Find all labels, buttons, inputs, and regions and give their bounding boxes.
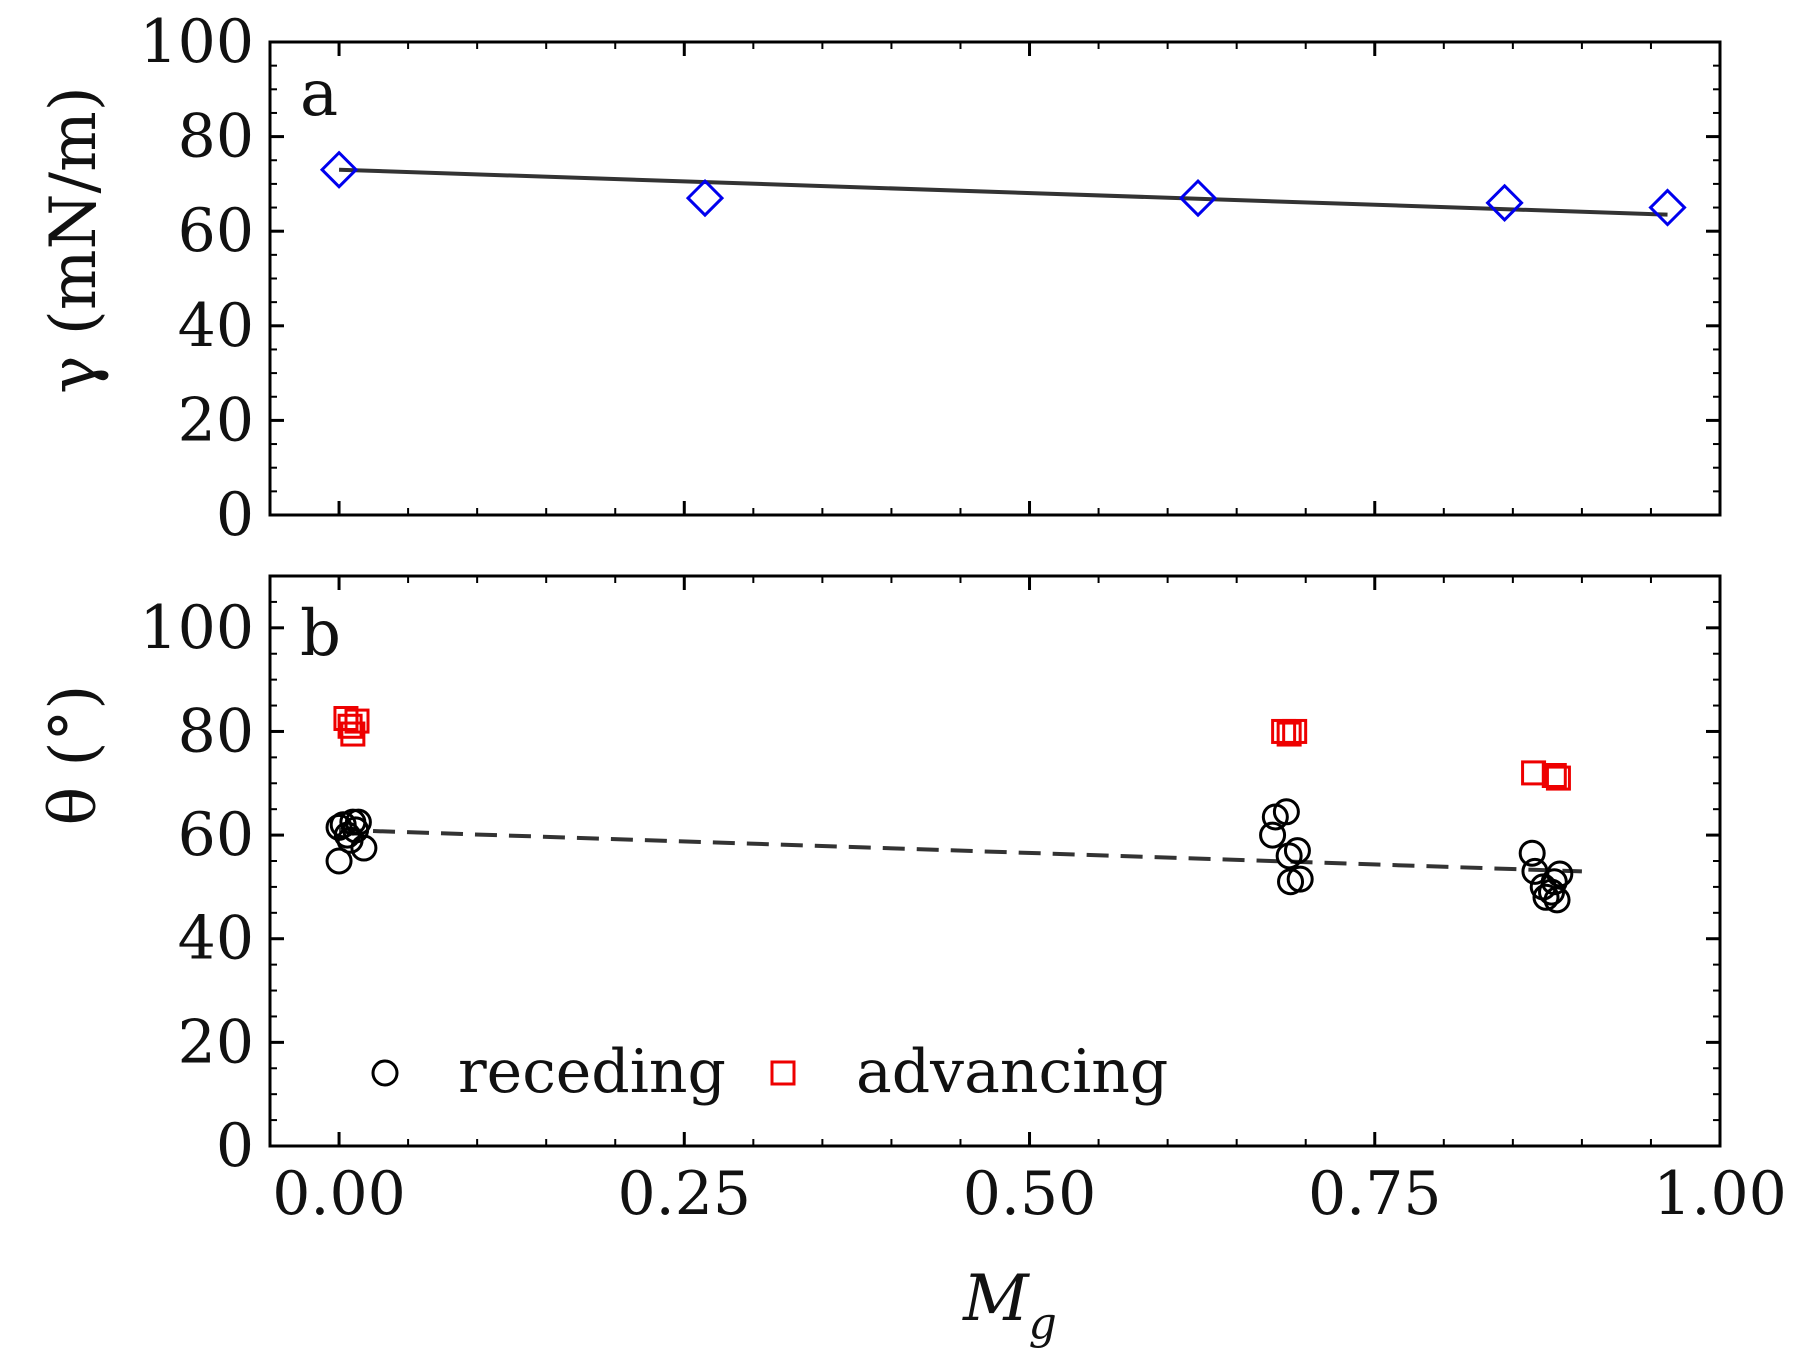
x-ticks-a [337, 42, 1722, 515]
y-tick-label: 60 [178, 800, 254, 870]
receding-marker [1283, 837, 1311, 865]
fit-line [338, 827, 1582, 874]
x-tick-label: 0.25 [617, 1159, 751, 1229]
receding-marker [344, 808, 372, 836]
receding-marker [325, 847, 353, 875]
x-tick-label: 1.00 [1653, 1159, 1787, 1229]
panel-b: 0 20 40 60 80 100 0.00 0.25 0.50 0.75 1.00 b θ (°… [37, 574, 1787, 1349]
receding-marker [1540, 868, 1568, 896]
diamond-marker [685, 178, 725, 218]
advancing-marker [337, 713, 363, 739]
legend-marker-receding [371, 1059, 399, 1087]
panel-label-a: a [300, 57, 338, 131]
receding-marker [1532, 883, 1560, 911]
legend-label-receding: receding [458, 1037, 726, 1107]
advancing-marker [1276, 721, 1302, 747]
y-tick-label: 80 [178, 102, 254, 172]
advancing-marker [1521, 760, 1547, 786]
y-tick-label: 0 [216, 480, 254, 550]
y-tick-label: 80 [178, 696, 254, 766]
receding-marker [1543, 886, 1571, 914]
y-tick-label: 20 [178, 385, 254, 455]
diamond-marker [319, 150, 359, 189]
advancing-marker [1545, 765, 1571, 791]
y-tick-label: 60 [178, 196, 254, 266]
advancing-marker [344, 708, 370, 734]
data-points-b [325, 706, 1574, 914]
panel-a: 0 20 40 60 80 100 a γ (mN/m) [37, 7, 1722, 550]
y-tick-label: 20 [178, 1007, 254, 1077]
panel-label-b: b [300, 597, 341, 671]
diamond-marker [1178, 178, 1218, 218]
y-tick-label: 0 [216, 1111, 254, 1181]
y-ticks-b: 0 20 40 60 80 100 [139, 593, 1720, 1181]
x-tick-label: 0.50 [963, 1159, 1097, 1229]
minor-ticks-a [269, 42, 1720, 515]
legend-label-advancing: advancing [856, 1037, 1168, 1107]
y-tick-label: 100 [139, 593, 254, 663]
fit-line [338, 167, 1668, 217]
receding-marker [1275, 842, 1303, 870]
advancing-marker [340, 721, 366, 747]
receding-marker [1286, 865, 1314, 893]
diamond-marker [1485, 183, 1524, 222]
receding-marker [1546, 860, 1574, 888]
x-axis-title: Mg [962, 1262, 1057, 1349]
advancing-marker [1282, 718, 1308, 744]
fit-line-a [338, 167, 1668, 217]
y-axis-title-a: γ (mN/m) [37, 86, 111, 393]
y-ticks-a: 0 20 40 60 80 100 [139, 7, 1720, 550]
receding-marker [1538, 878, 1566, 906]
fit-line-b [338, 827, 1582, 874]
x-axis-title-subscript: g [1029, 1298, 1057, 1349]
legend-marker-advancing [770, 1060, 796, 1086]
receding-marker [1518, 839, 1546, 867]
receding-marker [1259, 821, 1287, 849]
diamond-marker [1648, 188, 1687, 227]
y-tick-label: 40 [178, 291, 254, 361]
receding-marker [1272, 798, 1300, 826]
x-tick-label: 0.00 [272, 1159, 406, 1229]
x-tick-label: 0.75 [1308, 1159, 1442, 1229]
advancing-marker [1541, 763, 1567, 788]
legend: receding advancing [371, 1037, 1168, 1107]
data-points-a [319, 150, 1687, 227]
y-tick-label: 100 [139, 7, 254, 77]
x-ticks-b: 0.00 0.25 0.50 0.75 1.00 [272, 576, 1787, 1229]
receding-marker [350, 834, 378, 862]
y-axis-title-b: θ (°) [37, 685, 111, 826]
x-axis-title-main: M [962, 1262, 1030, 1336]
y-tick-label: 40 [178, 904, 254, 974]
plot-frame-a [268, 40, 1722, 517]
